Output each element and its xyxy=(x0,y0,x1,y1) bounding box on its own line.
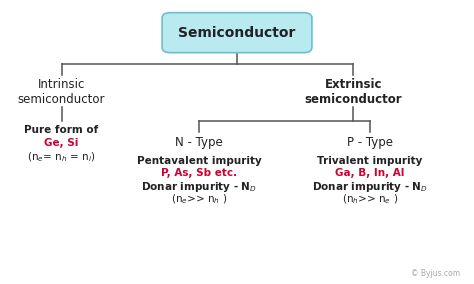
Text: P, As, Sb etc.: P, As, Sb etc. xyxy=(161,168,237,178)
Text: Ga, B, In, Al: Ga, B, In, Al xyxy=(335,168,404,178)
Text: Donar impurity - N$_D$: Donar impurity - N$_D$ xyxy=(141,180,257,194)
Text: Extrinsic
semiconductor: Extrinsic semiconductor xyxy=(304,78,402,106)
Text: P - Type: P - Type xyxy=(346,136,393,149)
Text: (n$_e$= n$_h$ = n$_i$): (n$_e$= n$_h$ = n$_i$) xyxy=(27,150,96,164)
Text: N - Type: N - Type xyxy=(175,136,223,149)
Text: Intrinsic
semiconductor: Intrinsic semiconductor xyxy=(18,78,105,106)
FancyBboxPatch shape xyxy=(162,12,312,53)
Text: (n$_e$>> n$_h$ ): (n$_e$>> n$_h$ ) xyxy=(171,192,227,206)
Text: Pentavalent impurity: Pentavalent impurity xyxy=(137,156,262,166)
Text: Pure form of: Pure form of xyxy=(25,125,99,135)
Text: Ge, Si: Ge, Si xyxy=(45,138,79,148)
Text: © Byjus.com: © Byjus.com xyxy=(410,269,460,278)
Text: (n$_h$>> n$_e$ ): (n$_h$>> n$_e$ ) xyxy=(342,192,398,206)
Text: Donar impurity - N$_D$: Donar impurity - N$_D$ xyxy=(312,180,428,194)
Text: Semiconductor: Semiconductor xyxy=(178,26,296,40)
Text: Trivalent impurity: Trivalent impurity xyxy=(317,156,422,166)
